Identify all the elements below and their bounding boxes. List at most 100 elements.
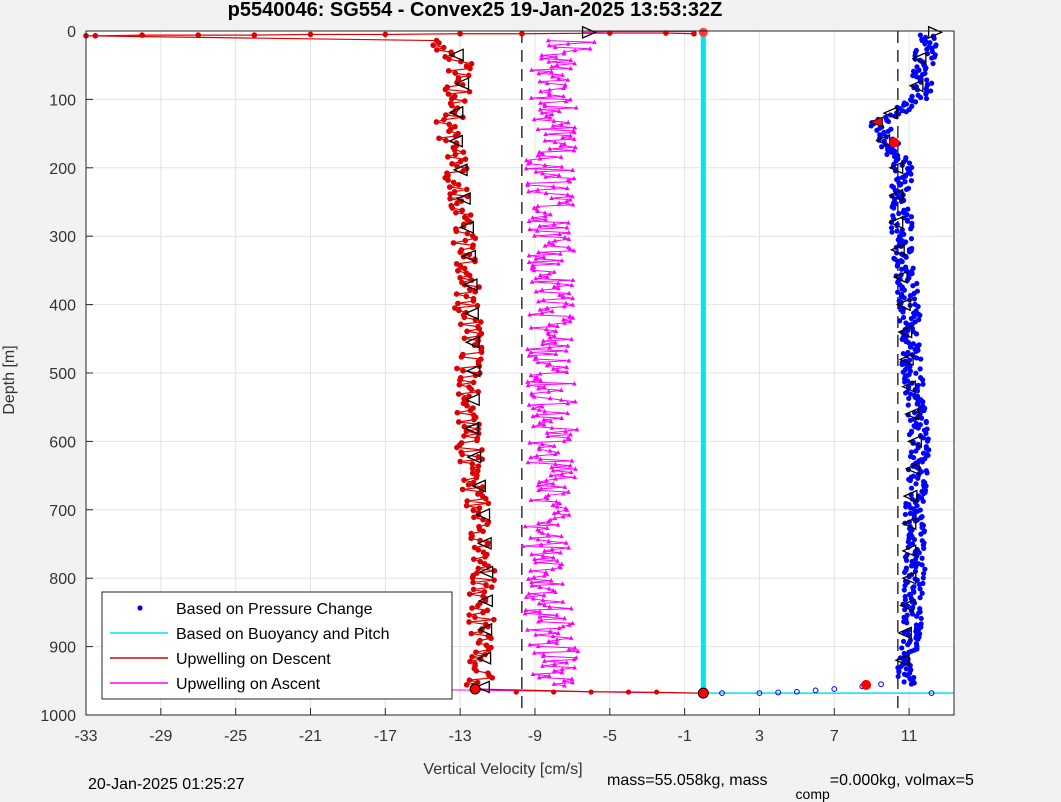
series-pressure-point (793, 688, 800, 695)
series-descent-point (479, 484, 486, 490)
series-descent-point (606, 30, 613, 36)
series-descent-point (482, 495, 489, 502)
series-pressure-point (899, 259, 905, 265)
series-descent-point (468, 535, 474, 542)
series-pressure-point (918, 531, 924, 537)
series-ascent-point (542, 210, 548, 215)
series-ascent-point (555, 450, 561, 455)
series-pressure-point (915, 636, 921, 642)
series-ascent-point (545, 433, 551, 439)
series-ascent-point (546, 518, 552, 524)
legend-marker (137, 605, 143, 611)
series-ascent-point (537, 149, 542, 155)
series-ascent-point (542, 408, 547, 414)
series-ascent-point (552, 461, 558, 466)
series-pressure-point (899, 645, 905, 651)
highlight-marker (698, 27, 708, 37)
series-ascent-point (535, 187, 541, 192)
x-tick-label: -5 (603, 728, 617, 745)
series-ascent-point (570, 202, 576, 207)
series-ascent-point (572, 645, 578, 650)
series-ascent-point (570, 167, 576, 173)
series-ascent-point (550, 502, 556, 507)
y-tick-label: 300 (49, 229, 76, 246)
series-pressure-point (925, 452, 931, 458)
series-ascent-point (537, 106, 543, 112)
series-ascent-point (548, 418, 554, 424)
series-ascent-point (538, 56, 544, 61)
series-ascent-point (568, 65, 574, 71)
series-descent-point (463, 502, 470, 509)
series-ascent-point (537, 456, 543, 461)
series-pressure-point (906, 249, 913, 255)
series-descent-point (551, 689, 557, 695)
series-ascent-point (541, 384, 547, 389)
series-pressure-point (906, 431, 913, 438)
series-ascent-point (528, 349, 534, 355)
series-pressure-point (911, 454, 917, 461)
series-descent-point (483, 581, 489, 588)
series-pressure-point (903, 109, 909, 115)
series-ascent-point (541, 254, 547, 260)
series-ascent-point (542, 103, 548, 109)
series-pressure-point (922, 41, 928, 47)
series-descent-point (691, 30, 697, 37)
series-ascent-point (592, 39, 597, 45)
series-ascent-point (541, 417, 547, 422)
series-ascent-point (567, 246, 573, 251)
footer-mass-text: mass=55.058kg, mass (607, 772, 768, 789)
series-ascent-point (551, 118, 557, 123)
series-pressure-point (900, 314, 907, 321)
series-pressure-point (921, 407, 927, 414)
series-descent-point (446, 121, 452, 128)
series-ascent-point (554, 558, 560, 563)
series-ascent-point (563, 98, 569, 104)
footer-mass-sub: comp (795, 786, 830, 802)
series-ascent-point (540, 151, 546, 156)
series-descent-point (482, 554, 488, 560)
series-ascent-point (559, 415, 564, 420)
series-ascent-point (546, 638, 552, 644)
series-ascent-point (526, 253, 532, 258)
series-ascent-point (537, 307, 543, 312)
series-ascent-point (537, 614, 543, 619)
series-descent-point (457, 263, 464, 269)
series-pressure-point (908, 315, 914, 322)
series-pressure-point (908, 449, 915, 455)
series-ascent-point (537, 420, 542, 425)
series-descent-point (436, 40, 442, 46)
series-ascent-point (539, 110, 545, 115)
series-ascent-point (531, 394, 537, 399)
series-ascent-point (562, 683, 567, 688)
series-ascent-point (560, 514, 566, 519)
series-descent-point (469, 470, 476, 476)
series-pressure-point (913, 481, 919, 487)
series-ascent-point (561, 438, 567, 443)
series-ascent-point (555, 509, 561, 514)
series-pressure-point (899, 266, 905, 272)
series-ascent-point (528, 372, 534, 378)
series-ascent-point (538, 541, 544, 547)
series-descent-point (464, 328, 470, 335)
series-pressure-point (894, 263, 900, 269)
series-descent-point (460, 368, 466, 374)
series-pressure-point (909, 271, 915, 277)
series-descent-point (488, 584, 495, 590)
series-pressure-point (917, 366, 923, 372)
series-descent-point (467, 658, 473, 665)
series-pressure-point (901, 102, 907, 108)
series-ascent-point (559, 257, 565, 263)
series-pressure-point (914, 355, 920, 361)
series-pressure-point (903, 666, 909, 672)
series-ascent-point (544, 430, 550, 435)
series-pressure-point (908, 171, 914, 177)
series-pressure-point (919, 459, 925, 465)
series-ascent-point (551, 284, 557, 289)
series-ascent-point (536, 407, 542, 412)
legend-box (101, 591, 453, 700)
series-ascent-point (540, 170, 545, 176)
series-ascent-point (575, 648, 581, 654)
series-descent-point (446, 128, 452, 135)
series-ascent-point (540, 530, 545, 535)
series-pressure-point (907, 417, 914, 423)
